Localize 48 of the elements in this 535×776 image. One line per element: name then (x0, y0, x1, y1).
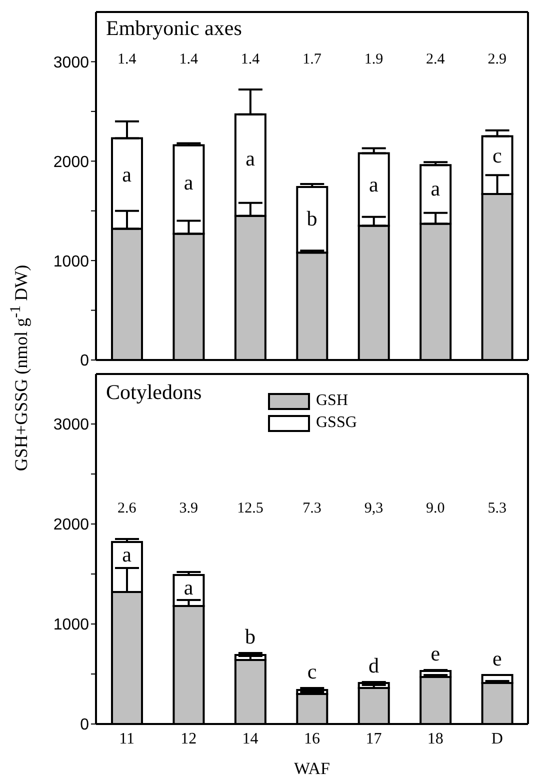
annotation: d (368, 654, 379, 678)
annotation: a (246, 146, 255, 170)
y-tick-label: 2000 (53, 516, 90, 534)
y-tick-label: 0 (80, 716, 90, 734)
annotation: a (184, 575, 194, 599)
annotation: 12.5 (237, 500, 264, 516)
chart-title: Cotyledons (106, 380, 202, 405)
legend-label: GSH (316, 392, 348, 410)
x-tick-label: 12 (180, 730, 197, 748)
y-tick-label: 3000 (53, 416, 90, 434)
y-tick-label: 1000 (53, 616, 90, 634)
chart-title: Embryonic axes (106, 16, 242, 41)
annotation: a (369, 172, 378, 196)
annotation: 1.4 (240, 51, 260, 68)
x-axis-title: WAF (294, 759, 330, 776)
annotation: c (307, 660, 317, 684)
x-tick-label: 18 (427, 730, 444, 748)
y-tick-label: 2000 (53, 154, 90, 171)
annotation: 1.9 (364, 51, 384, 68)
y-tick-label: 3000 (53, 54, 90, 72)
annotation: 1.4 (179, 51, 198, 68)
annotation: e (430, 642, 440, 666)
annotation: a (430, 176, 440, 200)
x-tick-label: 11 (119, 730, 135, 748)
annotation: a (122, 542, 132, 566)
annotation: a (184, 170, 194, 195)
annotation: 2.6 (117, 500, 136, 516)
legend-label: GSSG (316, 414, 357, 432)
annotation: a (122, 162, 132, 186)
annotation: 5.3 (488, 500, 507, 516)
x-tick-label: 14 (242, 730, 258, 748)
annotation: 1.4 (117, 51, 136, 68)
annotation: 1.7 (302, 51, 322, 68)
annotation: 2.4 (426, 51, 445, 68)
annotation: 9.0 (426, 500, 445, 516)
annotation: 7.3 (302, 500, 322, 516)
x-tick-label: 17 (366, 730, 382, 748)
annotation: c (492, 143, 502, 168)
annotation: 9,3 (364, 500, 384, 516)
annotation: b (245, 624, 256, 648)
annotation: e (492, 646, 502, 670)
x-tick-label: 16 (304, 730, 320, 748)
y-tick-label: 0 (80, 352, 90, 370)
y-tick-label: 1000 (53, 253, 90, 270)
annotation: b (306, 206, 318, 230)
annotation: 3.9 (179, 500, 198, 516)
x-tick-label: D (491, 730, 503, 748)
annotation: 2.9 (488, 51, 507, 68)
